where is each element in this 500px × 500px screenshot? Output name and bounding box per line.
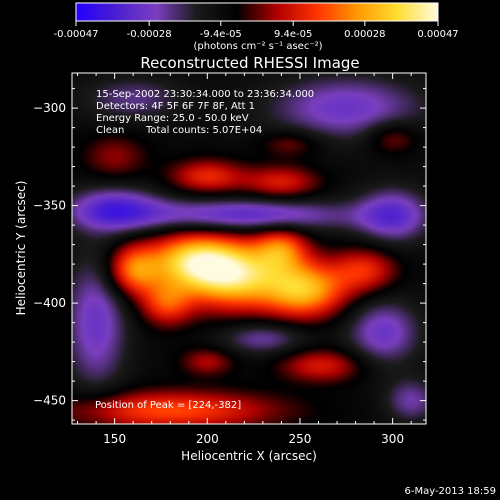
- colorbar-unit-label: (photons cm⁻² s⁻¹ asec⁻²): [193, 41, 322, 52]
- colorbar-tick-label: 0.00028: [344, 29, 385, 40]
- y-axis-label: Heliocentric Y (arcsec): [14, 181, 28, 316]
- x-tick-label: 300: [381, 432, 404, 446]
- x-axis-label: Heliocentric X (arcsec): [181, 449, 317, 463]
- annotation-energy-range: Energy Range: 25.0 - 50.0 keV: [96, 113, 249, 124]
- x-axis-ticks: 150 200 250 300: [77, 73, 412, 446]
- y-tick-label: −450: [33, 394, 66, 408]
- y-tick-label: −300: [33, 101, 66, 115]
- chart-title: Reconstructed RHESSI Image: [140, 54, 359, 72]
- y-axis-ticks: −300 −350 −400 −450: [33, 88, 426, 421]
- colorbar-tick-label: -9.4e-05: [200, 29, 242, 40]
- annotation-time-range: 15-Sep-2002 23:30:34.000 to 23:36:34.000: [96, 89, 314, 100]
- heatmap-image: [72, 73, 426, 424]
- plot-frame: [71, 72, 427, 425]
- annotation-detectors: Detectors: 4F 5F 6F 7F 8F, Att 1: [96, 101, 255, 112]
- colorbar-tick-label: 9.4e-05: [274, 29, 312, 40]
- x-tick-label: 150: [103, 432, 126, 446]
- colorbar-tick-label: -0.00028: [127, 29, 172, 40]
- annotation-total-counts: Total counts: 5.07E+04: [145, 125, 262, 136]
- colorbar-ticks: -0.00047 -0.00028 -9.4e-05 9.4e-05 0.00028 0.…: [54, 21, 459, 40]
- colorbar-gradient: [76, 3, 438, 21]
- annotations: 15-Sep-2002 23:30:34.000 to 23:36:34.000…: [95, 89, 314, 411]
- annotation-method: Clean: [96, 125, 124, 136]
- colorbar-tick-label: -0.00047: [54, 29, 99, 40]
- y-tick-label: −400: [33, 296, 66, 310]
- colorbar-frame: [75, 2, 439, 22]
- annotation-peak-position: Position of Peak = [224,-382]: [95, 400, 241, 411]
- colorbar: -0.00047 -0.00028 -9.4e-05 9.4e-05 0.00028 0.…: [54, 2, 459, 52]
- x-tick-label: 250: [289, 432, 312, 446]
- y-tick-label: −350: [33, 199, 66, 213]
- footer-timestamp: 6-May-2013 18:59: [404, 486, 496, 497]
- colorbar-tick-label: 0.00047: [417, 29, 458, 40]
- x-tick-label: 200: [196, 432, 219, 446]
